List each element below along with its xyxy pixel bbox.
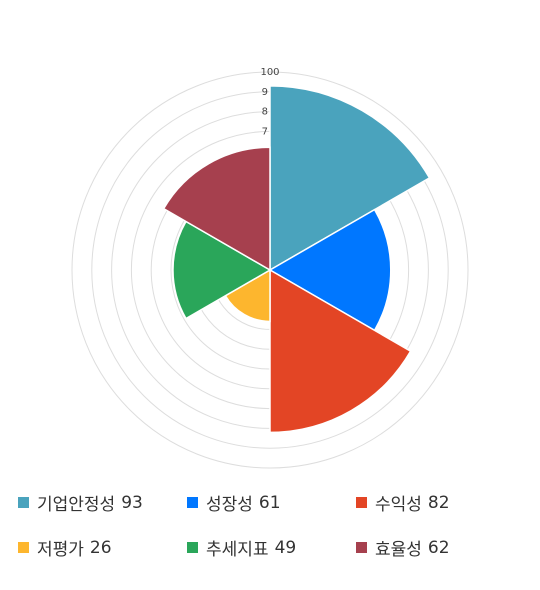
grid-ring xyxy=(71,71,469,469)
legend-label: 성장성 xyxy=(206,495,253,515)
legend-item-efficiency[interactable]: 효율성 62 xyxy=(356,535,450,560)
sector-2[interactable] xyxy=(268,208,392,332)
ring-tick-label: 8 xyxy=(262,107,268,118)
legend-item-undervalued[interactable]: 저평가 26 xyxy=(18,535,112,560)
legend-label: 저평가 xyxy=(37,540,84,560)
sector-1[interactable] xyxy=(269,85,431,272)
sector-5[interactable] xyxy=(172,220,272,320)
sector-4[interactable] xyxy=(224,268,271,323)
legend-swatch xyxy=(356,542,367,553)
legend-swatch xyxy=(18,542,29,553)
legend-swatch xyxy=(187,542,198,553)
sector-6[interactable] xyxy=(162,146,271,272)
legend-swatch xyxy=(18,497,29,508)
ring-tick-labels: 100 9 8 7 xyxy=(260,67,279,137)
legend-swatch xyxy=(187,497,198,508)
legend-label: 수익성 xyxy=(375,495,422,515)
ring-tick-label: 7 xyxy=(262,126,268,137)
legend-label: 기업안정성 xyxy=(37,495,116,515)
legend-value: 26 xyxy=(89,537,112,558)
sectors xyxy=(162,85,431,434)
legend-label: 추세지표 xyxy=(206,540,269,560)
legend-value: 93 xyxy=(121,492,143,513)
legend-item-growth[interactable]: 성장성 61 xyxy=(187,490,281,515)
legend-value: 62 xyxy=(427,537,450,558)
legend-value: 82 xyxy=(427,492,450,513)
legend-item-trend[interactable]: 추세지표 49 xyxy=(187,535,296,560)
legend-label: 효율성 xyxy=(375,540,422,560)
legend-value: 49 xyxy=(274,537,297,558)
legend-item-stability[interactable]: 기업안정성 93 xyxy=(18,490,143,515)
legend-value: 61 xyxy=(258,492,281,513)
polar-area-chart: 100 9 8 7 xyxy=(71,67,469,469)
legend-swatch xyxy=(356,497,367,508)
ring-tick-label: 9 xyxy=(262,87,268,98)
ring-tick-label: 100 xyxy=(260,67,279,78)
legend-item-profitability[interactable]: 수익성 82 xyxy=(356,490,450,515)
sector-3[interactable] xyxy=(269,268,412,434)
